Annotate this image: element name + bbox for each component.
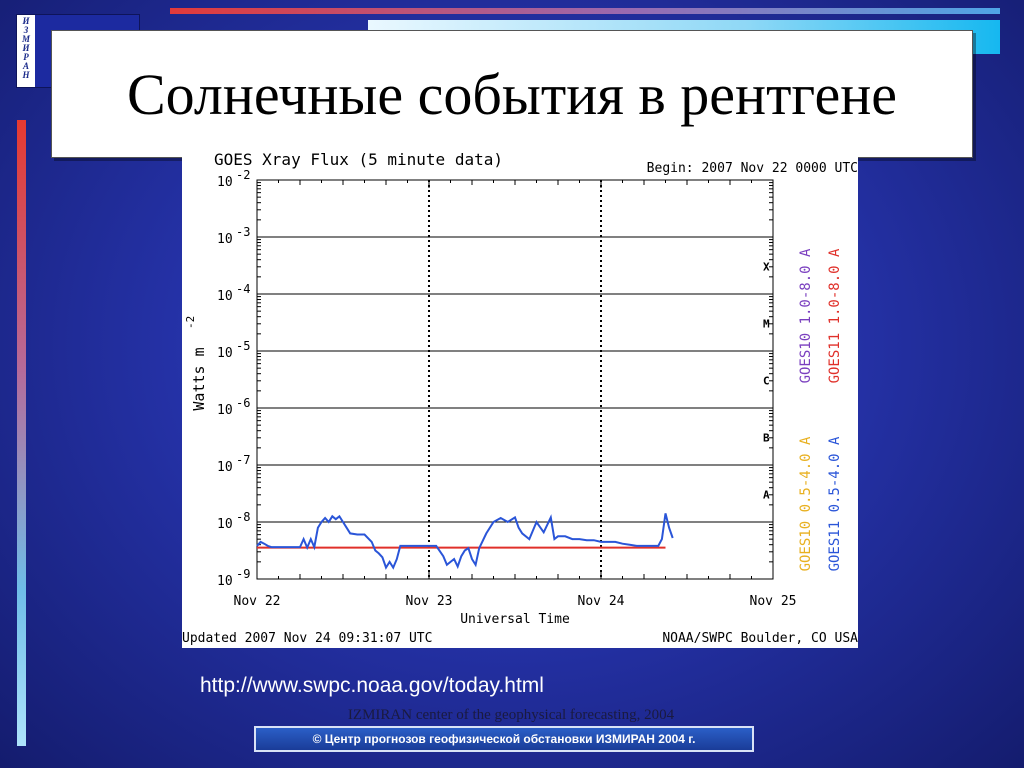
title-box: Солнечные события в рентгене — [51, 30, 973, 158]
x-axis-label: Universal Time — [460, 612, 570, 627]
y-tick-label-base: 10 — [217, 574, 233, 589]
legend-entry: GOES11 0.5-4.0 A — [827, 436, 843, 571]
logo-letter: И — [22, 43, 30, 53]
legend-entry: GOES11 1.0-8.0 A — [827, 248, 843, 383]
series-line-2 — [256, 513, 674, 570]
logo-letter: Р — [23, 52, 29, 62]
logo-letter: З — [23, 25, 29, 35]
logo-letter: И — [22, 16, 30, 26]
legend-entry: GOES10 1.0-8.0 A — [798, 248, 814, 383]
x-tick-label: Nov 23 — [406, 594, 453, 609]
decor-stripe-top — [170, 8, 1000, 14]
y-tick-label-exp: -3 — [236, 225, 250, 239]
y-tick-label-base: 10 — [217, 517, 233, 532]
y-tick-label-exp: -5 — [236, 339, 250, 353]
x-tick-label: Nov 22 — [234, 594, 281, 609]
y-tick-label-exp: -2 — [236, 168, 250, 182]
y-axis-label-exp: -2 — [184, 316, 197, 329]
legend-entry: GOES10 0.5-4.0 A — [798, 436, 814, 571]
flare-class-label: A — [763, 489, 770, 502]
y-tick-label-exp: -6 — [236, 396, 250, 410]
updated-label: Updated 2007 Nov 24 09:31:07 UTC — [182, 631, 432, 646]
y-tick-label-base: 10 — [217, 175, 233, 190]
y-tick-label-exp: -4 — [236, 282, 250, 296]
flare-class-label: B — [763, 432, 770, 445]
goes-xray-chart: 10 -2 10 -3 10 -4 10 -5 10 -6 10 -7 10 -8 10 -9 Nov 22 No… — [182, 146, 858, 648]
decor-stripe-left — [17, 120, 26, 746]
source-url[interactable]: http://www.swpc.noaa.gov/today.html — [200, 674, 544, 697]
y-tick-label-base: 10 — [217, 232, 233, 247]
flare-class-label: X — [763, 261, 770, 274]
logo-letter: А — [22, 61, 29, 71]
source-label: NOAA/SWPC Boulder, CO USA — [662, 631, 858, 646]
y-tick-label-base: 10 — [217, 460, 233, 475]
chart-title: GOES Xray Flux (5 minute data) — [214, 150, 503, 169]
footer-note: IZMIRAN center of the geophysical foreca… — [347, 707, 675, 723]
logo-letter: Н — [22, 70, 30, 80]
begin-label: Begin: 2007 Nov 22 0000 UTC — [647, 161, 858, 176]
flare-class-label: C — [763, 375, 770, 388]
x-tick-label: Nov 24 — [578, 594, 625, 609]
flare-class-label: M — [763, 318, 770, 331]
y-tick-label-base: 10 — [217, 403, 233, 418]
y-axis-label: Watts m — [190, 347, 208, 410]
y-tick-label-exp: -8 — [236, 510, 250, 524]
y-tick-label-exp: -7 — [236, 453, 250, 467]
y-tick-label-base: 10 — [217, 289, 233, 304]
y-tick-label-exp: -9 — [236, 567, 250, 581]
footer-bar: © Центр прогнозов геофизической обстанов… — [254, 726, 754, 752]
x-tick-label: Nov 25 — [750, 594, 797, 609]
logo-letter: М — [21, 34, 30, 44]
y-tick-label-base: 10 — [217, 346, 233, 361]
slide-title: Солнечные события в рентгене — [127, 61, 897, 127]
